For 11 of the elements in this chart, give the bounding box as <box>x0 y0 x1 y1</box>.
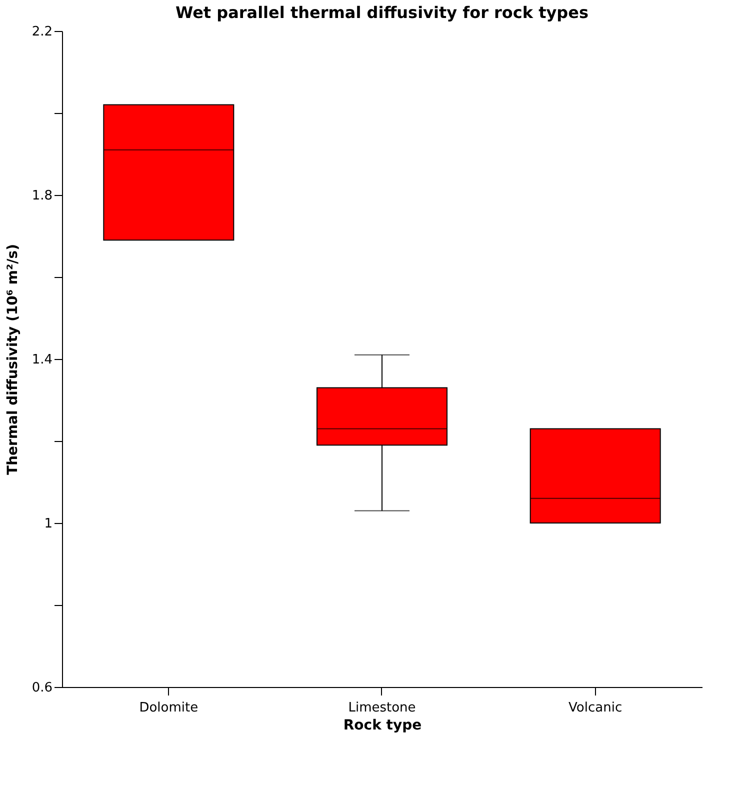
y-tick-label: 0.6 <box>32 680 52 696</box>
y-tick-label: 2.2 <box>32 24 52 40</box>
x-tick-label: Dolomite <box>139 700 198 716</box>
x-axis-title: Rock type <box>343 718 422 734</box>
x-tick-label: Volcanic <box>568 700 622 716</box>
x-tick-label: Limestone <box>348 700 416 716</box>
chart-title: Wet parallel thermal diffusivity for rock types <box>175 3 589 22</box>
y-axis-title: Thermal diffusivity (10⁶ m²/s) <box>4 244 21 475</box>
y-tick-label: 1 <box>44 516 52 532</box>
y-tick-label: 1.8 <box>32 188 52 204</box>
y-tick-label: 1.4 <box>32 352 52 368</box>
